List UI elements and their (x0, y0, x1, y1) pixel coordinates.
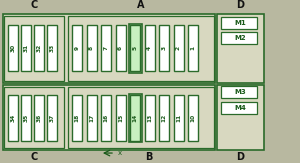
Text: 6: 6 (118, 46, 123, 50)
Text: 10: 10 (190, 114, 196, 122)
Bar (47, 25, 57, 71)
Bar (72, 25, 82, 71)
Bar (188, 25, 198, 71)
Bar (3, 85, 215, 150)
Bar (116, 95, 125, 141)
Text: 13: 13 (147, 114, 152, 122)
Bar (4, 87, 64, 148)
Text: 31: 31 (23, 44, 28, 52)
Text: 3: 3 (161, 46, 166, 50)
Bar (34, 95, 44, 141)
Bar (86, 25, 97, 71)
Text: M2: M2 (235, 35, 246, 41)
Text: D: D (236, 152, 244, 162)
Text: 1: 1 (190, 46, 196, 50)
Text: 9: 9 (74, 46, 80, 50)
Bar (8, 25, 18, 71)
Text: 17: 17 (89, 114, 94, 122)
Bar (68, 16, 214, 81)
Bar (3, 14, 215, 83)
Text: 15: 15 (118, 114, 123, 122)
Bar (145, 25, 154, 71)
Bar (86, 95, 97, 141)
Bar (4, 16, 64, 81)
Bar (130, 25, 140, 71)
Bar (221, 86, 257, 98)
Bar (128, 94, 142, 142)
Bar (159, 25, 169, 71)
Bar (128, 24, 142, 73)
Text: A: A (137, 0, 145, 10)
Text: 32: 32 (37, 44, 41, 52)
Text: 12: 12 (161, 114, 166, 122)
Bar (47, 95, 57, 141)
Bar (101, 25, 111, 71)
Text: 16: 16 (103, 114, 109, 122)
Text: 33: 33 (50, 44, 55, 52)
Text: 37: 37 (50, 114, 55, 122)
Text: 4: 4 (147, 46, 152, 50)
Bar (130, 95, 140, 141)
Bar (72, 95, 82, 141)
Text: C: C (30, 152, 38, 162)
Bar (221, 102, 257, 114)
Text: M3: M3 (235, 89, 246, 95)
Text: 18: 18 (74, 114, 80, 122)
Bar (21, 95, 31, 141)
Bar (221, 17, 257, 29)
Text: 14: 14 (133, 114, 137, 122)
Text: 5: 5 (133, 46, 137, 50)
Bar (188, 95, 198, 141)
Bar (68, 87, 214, 148)
Bar (173, 95, 184, 141)
Text: 2: 2 (176, 46, 181, 50)
Text: 36: 36 (37, 114, 41, 122)
Text: D: D (236, 0, 244, 10)
Bar (145, 95, 154, 141)
Bar (116, 25, 125, 71)
Bar (21, 25, 31, 71)
Text: M4: M4 (235, 105, 246, 111)
Text: 30: 30 (11, 44, 16, 52)
Bar (34, 25, 44, 71)
Bar (159, 95, 169, 141)
Text: M1: M1 (235, 20, 246, 26)
Text: 8: 8 (89, 46, 94, 50)
Bar (8, 95, 18, 141)
Text: 34: 34 (11, 114, 16, 122)
Text: B: B (145, 152, 153, 162)
Bar (221, 32, 257, 44)
Bar (217, 14, 264, 83)
Text: 35: 35 (23, 114, 28, 122)
Text: 7: 7 (103, 46, 109, 50)
Text: x: x (118, 150, 122, 156)
Bar (173, 25, 184, 71)
Bar (217, 85, 264, 150)
Text: 11: 11 (176, 114, 181, 122)
Bar (101, 95, 111, 141)
Text: C: C (30, 0, 38, 10)
